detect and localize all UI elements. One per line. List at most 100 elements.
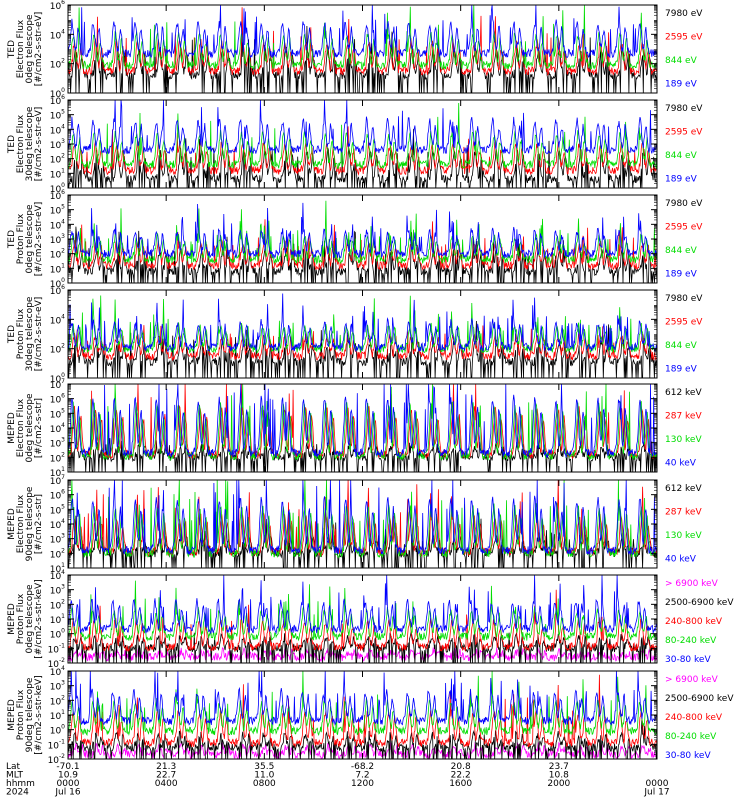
y-axis-label: MEPED xyxy=(7,699,17,731)
legend-label: 189 eV xyxy=(665,365,698,375)
y-tick-label: 104 xyxy=(50,123,65,136)
y-tick-label: 100 xyxy=(50,182,65,195)
x-tick-label: 23.7 xyxy=(549,762,569,772)
y-axis-label: [#/cm2-s-str-keV] xyxy=(34,675,44,754)
legend-label: 80-240 keV xyxy=(665,636,717,646)
x-tick-label: 10.9 xyxy=(58,771,78,781)
x-row-label: MLT xyxy=(6,771,24,781)
legend-label: 130 keV xyxy=(665,435,702,445)
y-axis-label: 30deg telescope xyxy=(25,106,35,181)
y-axis-label: [#/cm2-s-str] xyxy=(34,494,44,554)
x-tick-label: 10.8 xyxy=(549,771,569,781)
y-tick-label: 102 xyxy=(50,153,65,166)
x-tick-label: 0000 xyxy=(57,779,80,789)
y-axis-label: 0deg telescope xyxy=(25,584,35,654)
y-tick-label: 10-1 xyxy=(48,738,66,751)
series-red-line xyxy=(68,480,657,557)
y-tick-label: 101 xyxy=(50,167,65,180)
legend-label: 189 eV xyxy=(665,175,698,185)
x-tick-label: 22.2 xyxy=(451,771,471,781)
panel-frame xyxy=(67,99,658,189)
y-axis-label: MEPED xyxy=(7,508,17,540)
x-row-label: 2024 xyxy=(6,788,29,798)
legend-label: 2595 eV xyxy=(665,318,703,328)
series-blue-line xyxy=(68,202,657,259)
y-axis-label: [#/cm2-s-str-eV] xyxy=(34,12,44,87)
y-tick-label: 102 xyxy=(50,598,65,611)
legend-label: 844 eV xyxy=(665,56,698,66)
y-tick-label: 104 xyxy=(50,28,65,41)
y-axis-label: Proton Flux xyxy=(16,593,26,644)
y-axis-label: [#/cm2-s-str-eV] xyxy=(34,202,44,277)
legend-label: 2500-6900 keV xyxy=(665,598,734,608)
y-tick-label: 101 xyxy=(50,562,65,575)
y-tick-label: 104 xyxy=(50,422,65,435)
panel-1: 100 102 104 106 TED Electron Flux 0deg telesco… xyxy=(7,0,703,100)
y-axis-label: Proton Flux xyxy=(16,213,26,264)
x-tick-label: 1200 xyxy=(351,779,374,789)
legend-label: 2595 eV xyxy=(665,128,703,138)
legend-label: 40 keV xyxy=(665,555,697,565)
y-axis-label: Proton Flux xyxy=(16,689,26,740)
y-tick-label: 100 xyxy=(50,628,65,641)
x-tick-label: 7.2 xyxy=(355,771,369,781)
series-green-line xyxy=(68,295,657,354)
series-blue-line xyxy=(68,100,657,155)
y-tick-label: 102 xyxy=(50,694,65,707)
x-date-label: Jul 17 xyxy=(643,788,669,798)
legend-label: 612 keV xyxy=(665,484,702,494)
y-axis-label: Electron Flux xyxy=(16,398,26,457)
y-tick-label: 104 xyxy=(50,665,65,678)
y-axis-label: TED xyxy=(7,230,17,249)
x-tick-label: 0400 xyxy=(155,779,178,789)
y-tick-label: 103 xyxy=(50,138,65,151)
legend-label: 80-240 keV xyxy=(665,732,717,742)
y-tick-label: 107 xyxy=(50,378,65,391)
y-tick-label: 106 xyxy=(50,94,65,107)
y-tick-label: 103 xyxy=(50,680,65,693)
series-black-line xyxy=(68,718,657,759)
legend-label: 287 keV xyxy=(665,412,702,422)
legend-label: 7980 eV xyxy=(665,294,703,304)
y-axis-label: 90deg telescope xyxy=(25,677,35,752)
x-tick-label: 0800 xyxy=(253,779,276,789)
x-tick-label: -70.1 xyxy=(56,762,79,772)
y-axis-label: [#/cm2-s-str-eV] xyxy=(34,107,44,182)
legend-label: 240-800 keV xyxy=(665,617,723,627)
legend-label: 2595 eV xyxy=(665,223,703,233)
series-red-line xyxy=(68,674,657,749)
y-tick-label: 105 xyxy=(50,407,65,420)
y-axis-label: Electron Flux xyxy=(16,494,26,553)
y-tick-label: 101 xyxy=(50,613,65,626)
y-axis-label: MEPED xyxy=(7,603,17,635)
y-tick-label: 105 xyxy=(50,204,65,217)
y-tick-label: 103 xyxy=(50,584,65,597)
y-tick-label: 105 xyxy=(50,503,65,516)
y-axis-label: Electron Flux xyxy=(16,19,26,78)
y-tick-label: 107 xyxy=(50,474,65,487)
x-row-label: hhmm xyxy=(6,779,35,789)
series-blue-line xyxy=(68,5,657,59)
x-tick-label: 21.3 xyxy=(156,762,176,772)
panel-4: 100 102 104 106 TED Proton Flux 30deg telescop… xyxy=(7,284,703,385)
legend-label: 30-80 keV xyxy=(665,751,711,761)
y-tick-label: 103 xyxy=(50,233,65,246)
y-axis-label: [#/cm2-s-str-eV] xyxy=(34,297,44,372)
x-tick-label: 2000 xyxy=(547,779,570,789)
x-tick-label: 0000 xyxy=(646,779,669,789)
x-row-label: Lat xyxy=(6,762,21,772)
x-tick-label: 11.0 xyxy=(254,771,274,781)
series-blue-line xyxy=(68,671,657,726)
y-axis-label: 0deg telescope xyxy=(25,393,35,463)
legend-label: > 6900 keV xyxy=(665,675,719,685)
series-green-line xyxy=(68,671,657,737)
y-tick-label: 10-1 xyxy=(48,642,66,655)
y-tick-label: 103 xyxy=(50,533,65,546)
x-tick-label: 20.8 xyxy=(451,762,471,772)
